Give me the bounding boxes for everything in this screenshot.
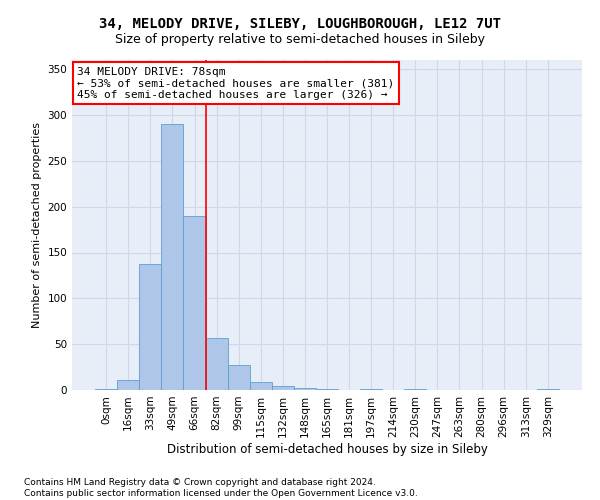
Bar — [250, 382, 272, 390]
Bar — [272, 386, 294, 390]
Text: 34, MELODY DRIVE, SILEBY, LOUGHBOROUGH, LE12 7UT: 34, MELODY DRIVE, SILEBY, LOUGHBOROUGH, … — [99, 18, 501, 32]
Bar — [117, 380, 139, 390]
Bar — [537, 389, 559, 390]
Text: Size of property relative to semi-detached houses in Sileby: Size of property relative to semi-detach… — [115, 32, 485, 46]
Bar — [95, 389, 117, 390]
X-axis label: Distribution of semi-detached houses by size in Sileby: Distribution of semi-detached houses by … — [167, 442, 487, 456]
Bar — [294, 388, 316, 390]
Bar — [161, 124, 184, 390]
Bar — [206, 338, 227, 390]
Text: 34 MELODY DRIVE: 78sqm
← 53% of semi-detached houses are smaller (381)
45% of se: 34 MELODY DRIVE: 78sqm ← 53% of semi-det… — [77, 66, 394, 100]
Bar — [404, 389, 427, 390]
Bar — [316, 389, 338, 390]
Y-axis label: Number of semi-detached properties: Number of semi-detached properties — [32, 122, 42, 328]
Bar — [139, 264, 161, 390]
Bar — [184, 216, 206, 390]
Text: Contains HM Land Registry data © Crown copyright and database right 2024.
Contai: Contains HM Land Registry data © Crown c… — [24, 478, 418, 498]
Bar — [360, 389, 382, 390]
Bar — [227, 365, 250, 390]
